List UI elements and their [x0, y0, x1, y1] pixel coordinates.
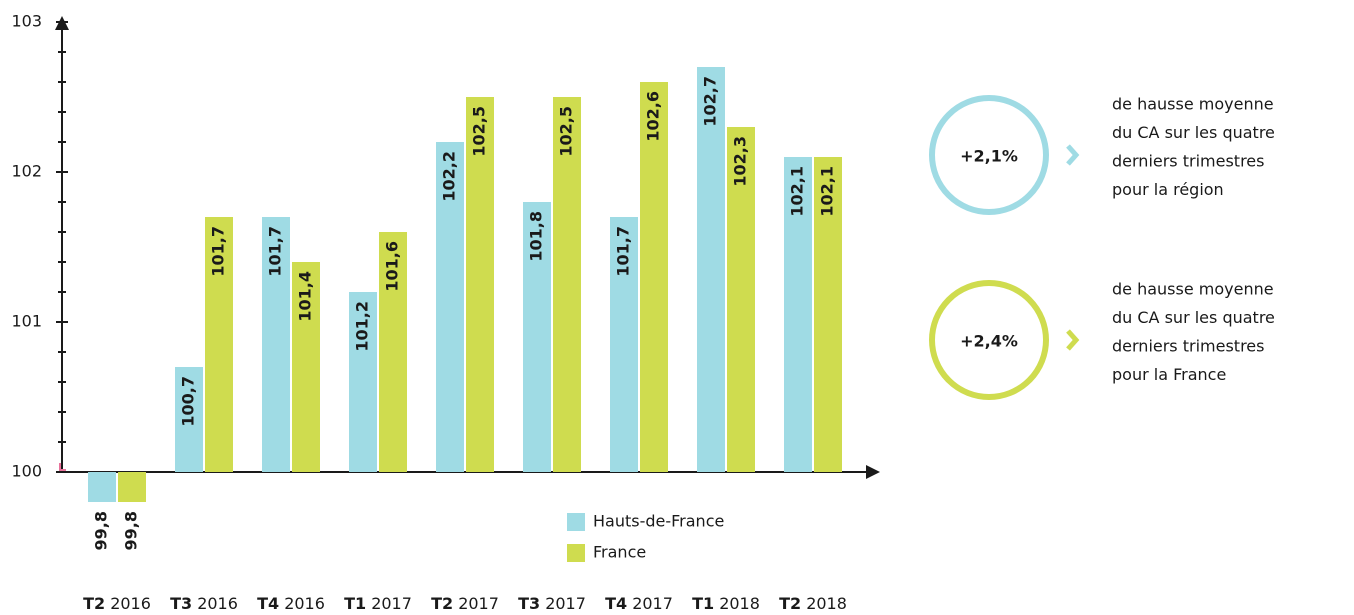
x-tick-label: T2 2017 — [431, 594, 499, 613]
x-tick-label: T4 2017 — [605, 594, 673, 613]
callout-text: du CA sur les quatre — [1112, 308, 1275, 327]
callout-text: derniers trimestres — [1112, 152, 1264, 171]
x-axis-arrow — [866, 465, 880, 479]
x-tick-label: T2 2016 — [83, 594, 151, 613]
x-tick-label: T2 2018 — [779, 594, 847, 613]
bar — [784, 157, 812, 472]
bar-value-label: 101,4 — [296, 271, 315, 322]
x-tick-label: T1 2018 — [692, 594, 760, 613]
callout-value: +2,1% — [960, 147, 1018, 166]
bar — [523, 202, 551, 472]
callout-ring — [929, 95, 1049, 215]
bar — [175, 367, 203, 472]
bar-value-label: 101,8 — [527, 211, 546, 262]
legend-label: France — [593, 543, 646, 562]
bar-value-label: 102,3 — [731, 136, 750, 187]
callout-text: de hausse moyenne — [1112, 280, 1274, 299]
bar — [262, 217, 290, 472]
bar-value-label: 100,7 — [179, 376, 198, 427]
callout-text: de hausse moyenne — [1112, 95, 1274, 114]
bar-value-label: 102,6 — [644, 91, 663, 142]
x-tick-label: T1 2017 — [344, 594, 412, 613]
bar-value-label: 102,7 — [701, 76, 720, 127]
callout-value: +2,4% — [960, 332, 1018, 351]
bar — [118, 472, 146, 502]
bar — [292, 262, 320, 472]
y-tick-label: 100 — [11, 462, 42, 481]
bar-value-label: 101,2 — [353, 301, 372, 352]
bar — [610, 217, 638, 472]
bar — [697, 67, 725, 472]
bar-value-label: 99,8 — [122, 511, 141, 550]
legend-swatch — [567, 513, 585, 531]
y-tick-label: 103 — [11, 12, 42, 31]
callout-text: du CA sur les quatre — [1112, 123, 1275, 142]
bar — [436, 142, 464, 472]
bar-value-label: 101,7 — [209, 226, 228, 277]
bar — [205, 217, 233, 472]
callout-ring — [929, 280, 1049, 400]
y-tick-label: 101 — [11, 312, 42, 331]
bar-value-label: 102,5 — [470, 106, 489, 157]
callout-chevron — [1066, 144, 1080, 166]
callout-text: derniers trimestres — [1112, 337, 1264, 356]
x-tick-label: T3 2017 — [518, 594, 586, 613]
bar — [88, 472, 116, 502]
x-tick-label: T3 2016 — [170, 594, 238, 613]
axis-break — [59, 463, 66, 471]
bar-value-label: 102,1 — [788, 166, 807, 217]
x-tick-label: T4 2016 — [257, 594, 325, 613]
legend-label: Hauts-de-France — [593, 512, 724, 531]
bar — [466, 97, 494, 472]
bar-value-label: 101,7 — [614, 226, 633, 277]
bar — [349, 292, 377, 472]
bar-value-label: 101,7 — [266, 226, 285, 277]
y-tick-label: 102 — [11, 162, 42, 181]
bar — [727, 127, 755, 472]
callout-text: pour la France — [1112, 365, 1226, 384]
bar — [379, 232, 407, 472]
callout-text: pour la région — [1112, 180, 1224, 199]
legend-swatch — [567, 544, 585, 562]
bar — [814, 157, 842, 472]
bar — [640, 82, 668, 472]
bar-value-label: 99,8 — [92, 511, 111, 550]
bar — [553, 97, 581, 472]
bar-value-label: 102,2 — [440, 151, 459, 202]
bar-value-label: 102,1 — [818, 166, 837, 217]
bar-value-label: 101,6 — [383, 241, 402, 292]
bar-value-label: 102,5 — [557, 106, 576, 157]
callout-chevron — [1066, 329, 1080, 351]
